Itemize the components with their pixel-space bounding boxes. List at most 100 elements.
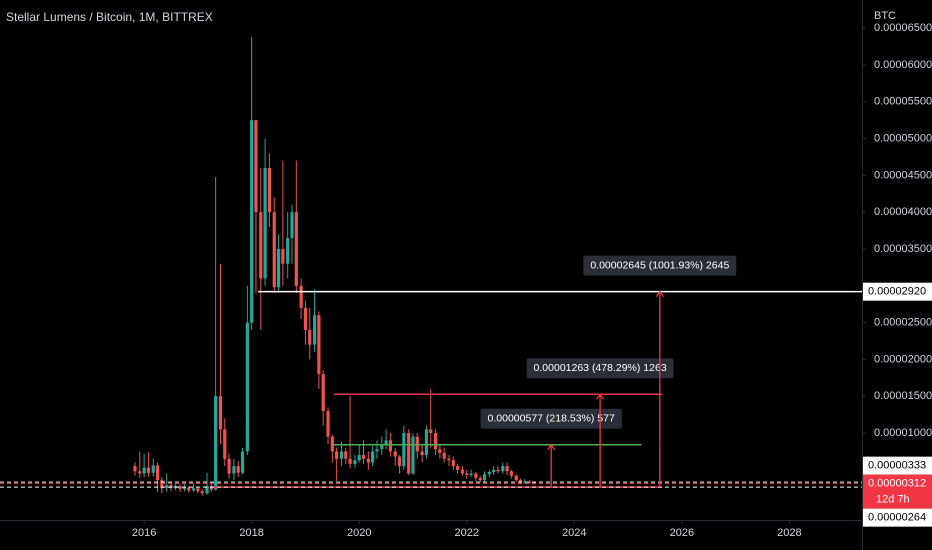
candle-body: [456, 466, 460, 470]
candle-body: [402, 433, 406, 467]
candle-body: [272, 212, 276, 288]
candle-body: [393, 451, 397, 457]
candle-body: [348, 458, 352, 464]
candle-body: [424, 429, 429, 456]
candle-body: [420, 451, 424, 456]
candle-body: [501, 466, 505, 472]
candle-body: [146, 467, 151, 473]
y-tick-label: 0.00005500: [874, 96, 932, 108]
price-label: 0.00002920: [868, 286, 926, 298]
x-tick-label: 2028: [777, 527, 801, 539]
candle-body: [371, 451, 375, 463]
candle-body: [312, 315, 317, 345]
candle-body: [442, 452, 446, 459]
candle-body: [178, 485, 182, 489]
candle-body: [191, 488, 196, 491]
candle-body: [388, 440, 393, 452]
candle-body: [227, 458, 231, 474]
candle-body: [353, 460, 357, 464]
candle-body: [223, 429, 227, 459]
candles: [133, 37, 536, 496]
candle-body: [429, 429, 433, 434]
candle-body: [205, 485, 209, 494]
candle-body: [496, 469, 500, 472]
x-tick-label: 2016: [132, 527, 156, 539]
candle-body: [317, 315, 321, 375]
candle-body: [321, 374, 325, 411]
y-tick-label: 0.00002500: [874, 317, 932, 329]
candle-body: [254, 120, 258, 213]
candle-body: [384, 440, 388, 445]
arrow-head: [547, 443, 556, 451]
measure-label-box: [583, 255, 737, 276]
y-tick-label: 0.00004500: [874, 169, 932, 181]
candle-body: [465, 473, 469, 475]
y-tick-label: 0.00002000: [874, 353, 932, 365]
candle-body: [214, 396, 218, 490]
candle-body: [361, 455, 366, 459]
candle-body: [263, 168, 267, 279]
candle-body: [267, 168, 272, 213]
y-tick-label: 0.00003500: [874, 243, 932, 255]
y-tick-label: 0.00004000: [874, 206, 932, 218]
candle-body: [433, 433, 438, 450]
price-label-box: [863, 456, 932, 475]
chart-title: Stellar Lumens / Bitcoin, 1M, BITTREX: [6, 10, 213, 24]
measure-label: 0.00002645 (1001.93%) 2645: [590, 259, 729, 271]
candle-body: [236, 466, 240, 473]
y-tick-label: 0.00001500: [874, 390, 932, 402]
candle-body: [165, 485, 169, 489]
y-tick-label: 0.00001000: [874, 427, 932, 439]
y-tick-label: 0.00006500: [874, 22, 932, 34]
candle-body: [142, 467, 146, 474]
candle-body: [308, 329, 312, 345]
candle-body: [303, 307, 308, 330]
price-label-box: [863, 508, 932, 527]
candle-body: [250, 120, 254, 323]
candle-body: [286, 237, 290, 264]
price-label-box: [863, 474, 932, 509]
candle-body: [330, 436, 334, 452]
price-label: 0.00000312: [868, 478, 926, 490]
candle-body: [196, 488, 200, 492]
candle-body: [514, 475, 518, 481]
candle-body: [357, 455, 361, 461]
measure-label: 0.00000577 (218.53%) 577: [488, 412, 615, 424]
candle-body: [151, 465, 155, 473]
candle-body: [133, 466, 137, 472]
candle-body: [478, 477, 482, 481]
candle-body: [482, 474, 487, 481]
candle-body: [460, 469, 465, 474]
x-tick-label: 2024: [562, 527, 586, 539]
x-tick-label: 2026: [670, 527, 694, 539]
candle-body: [299, 285, 303, 308]
candle-body: [294, 212, 298, 286]
candle-body: [407, 433, 411, 474]
candle-body: [451, 460, 455, 467]
candle-body: [290, 212, 294, 238]
price-label: 0.00000333: [868, 460, 926, 472]
candle-body: [518, 480, 523, 483]
candle-body: [326, 410, 330, 437]
candle-body: [397, 456, 402, 467]
candle-body: [200, 491, 204, 494]
candle-body: [218, 396, 223, 430]
measure-label-box: [526, 358, 674, 379]
price-countdown: 12d 7h: [876, 494, 910, 506]
candle-body: [245, 322, 249, 452]
candle-body: [187, 487, 191, 491]
y-tick-label: 0.00006000: [874, 59, 932, 71]
candle-body: [469, 473, 473, 475]
candle-body: [276, 248, 281, 288]
candle-body: [492, 469, 496, 473]
candle-body: [523, 481, 527, 483]
candle-body: [380, 444, 384, 450]
price-label-box: [863, 282, 932, 301]
candle-body: [281, 248, 285, 264]
candle-body: [344, 451, 348, 459]
candle-body: [182, 487, 187, 489]
arrow-head: [596, 393, 605, 400]
